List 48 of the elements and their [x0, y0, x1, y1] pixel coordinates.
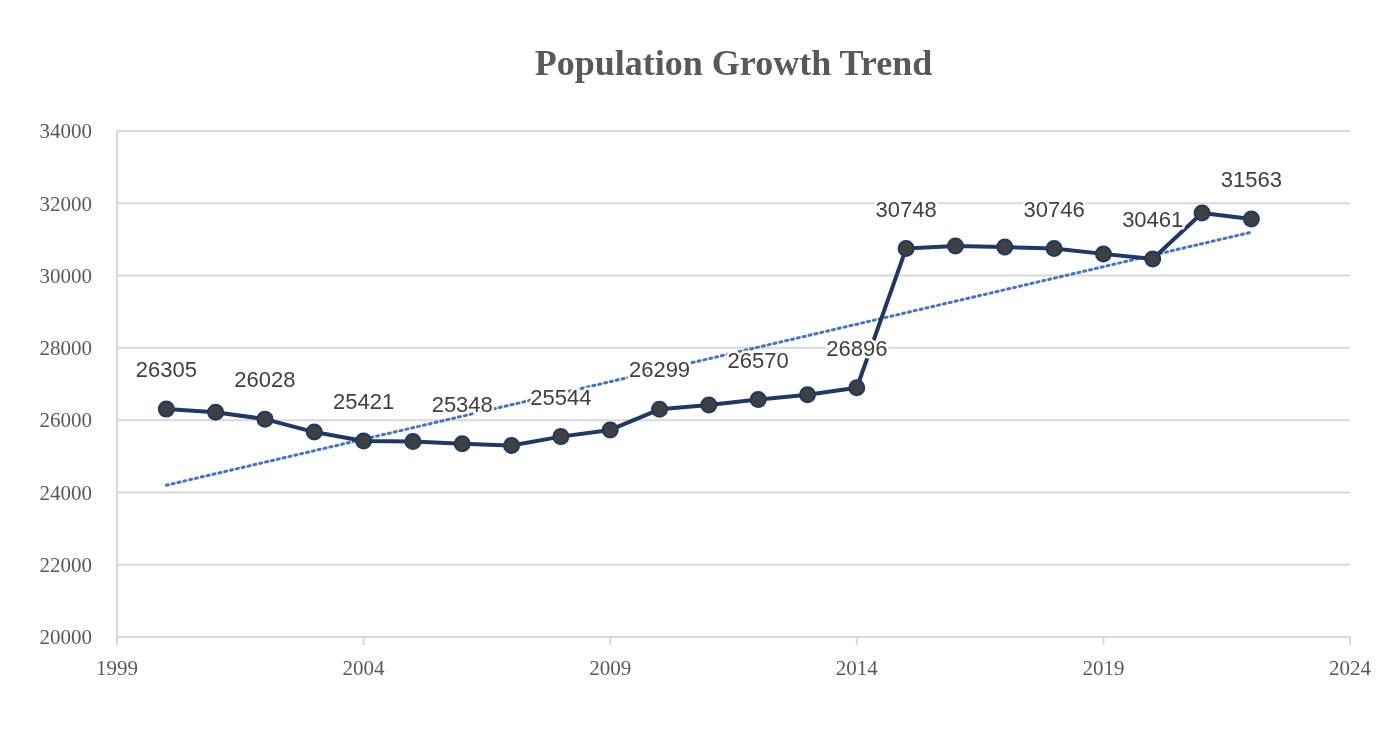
- point: [552, 428, 570, 446]
- point: [157, 400, 175, 418]
- point: [897, 240, 915, 258]
- x-tick-label: 1999: [96, 656, 138, 680]
- y-tick-label: 22000: [39, 553, 92, 578]
- data-label: 30748: [875, 196, 937, 222]
- point: [404, 432, 422, 450]
- point: [355, 432, 373, 450]
- point: [700, 396, 718, 414]
- point: [996, 238, 1014, 256]
- y-tick-label: 26000: [39, 408, 92, 433]
- chart-title: Population Growth Trend: [534, 43, 933, 83]
- x-tick-label: 2024: [1329, 656, 1372, 680]
- y-tick-label: 24000: [39, 480, 92, 505]
- point: [848, 379, 866, 397]
- point: [1045, 240, 1063, 258]
- point: [1094, 245, 1112, 263]
- y-tick-label: 20000: [39, 625, 92, 650]
- data-label: 25544: [530, 384, 592, 410]
- data-label: 26028: [234, 367, 296, 393]
- x-tick-label: 2014: [835, 656, 879, 680]
- data-label: 26570: [727, 347, 789, 373]
- y-tick-label: 30000: [39, 263, 92, 288]
- data-label: 26305: [135, 357, 197, 383]
- point: [749, 391, 767, 409]
- point: [207, 403, 225, 421]
- point: [946, 237, 964, 255]
- data-label: 31563: [1220, 167, 1282, 193]
- data-label: 30461: [1122, 206, 1184, 232]
- point: [1242, 210, 1260, 228]
- point: [305, 423, 323, 441]
- x-tick-label: 2004: [342, 656, 386, 680]
- point: [651, 400, 669, 418]
- data-label: 25421: [333, 389, 395, 415]
- data-label: 25348: [431, 391, 493, 417]
- data-label: 30746: [1023, 196, 1085, 222]
- x-tick-label: 2009: [589, 656, 632, 680]
- point: [1144, 250, 1162, 268]
- y-tick-label: 28000: [39, 336, 92, 361]
- point: [1193, 204, 1211, 222]
- point: [256, 410, 274, 428]
- y-tick-label: 34000: [39, 119, 92, 144]
- point: [601, 421, 619, 439]
- point: [503, 436, 521, 454]
- x-tick-label: 2019: [1082, 656, 1125, 680]
- y-tick-label: 32000: [39, 191, 92, 216]
- point: [798, 386, 816, 404]
- point: [453, 435, 471, 453]
